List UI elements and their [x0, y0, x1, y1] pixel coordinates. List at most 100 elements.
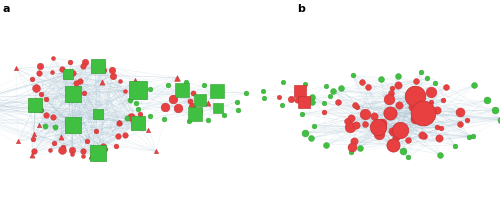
Point [80, 155, 88, 158]
Point [116, 79, 124, 82]
Point [302, 131, 310, 135]
Point [334, 100, 342, 104]
Point [388, 129, 396, 133]
Point [174, 106, 182, 110]
Point [399, 149, 407, 152]
Point [188, 104, 196, 108]
Point [66, 60, 74, 64]
Point [84, 139, 92, 143]
Point [99, 145, 107, 148]
Point [404, 139, 412, 142]
Point [424, 77, 432, 80]
Point [220, 113, 228, 117]
Point [343, 119, 351, 123]
Point [28, 77, 36, 81]
Point [87, 154, 95, 157]
Point [433, 108, 441, 112]
Point [417, 71, 425, 74]
Point [301, 82, 309, 86]
Point [388, 86, 396, 90]
Point [42, 124, 50, 127]
Point [428, 90, 436, 94]
Point [112, 145, 120, 148]
Point [428, 101, 436, 104]
Point [72, 81, 80, 85]
Point [276, 95, 283, 98]
Text: a: a [2, 4, 10, 14]
Point [100, 147, 108, 150]
Point [79, 149, 87, 153]
Point [46, 148, 54, 152]
Point [132, 79, 140, 82]
Point [499, 117, 500, 120]
Point [465, 135, 473, 139]
Point [76, 80, 84, 83]
Point [35, 71, 43, 74]
Point [152, 150, 160, 153]
Point [115, 120, 123, 124]
Point [134, 88, 141, 92]
Point [90, 148, 98, 152]
Point [361, 123, 369, 126]
Point [160, 118, 168, 121]
Point [456, 110, 464, 114]
Point [348, 145, 356, 148]
Point [396, 127, 404, 131]
Point [420, 134, 428, 137]
Point [68, 152, 76, 155]
Point [121, 90, 129, 93]
Point [121, 133, 129, 136]
Point [260, 89, 268, 92]
Point [306, 136, 314, 140]
Point [109, 74, 117, 77]
Point [214, 107, 222, 110]
Point [234, 108, 242, 112]
Point [196, 98, 204, 101]
Point [51, 125, 59, 129]
Point [376, 122, 384, 126]
Point [98, 80, 106, 83]
Point [200, 83, 208, 87]
Point [204, 119, 212, 122]
Point [378, 121, 386, 125]
Point [298, 112, 306, 116]
Point [388, 131, 396, 135]
Point [30, 132, 38, 136]
Point [356, 146, 364, 150]
Point [58, 68, 66, 71]
Point [12, 67, 20, 70]
Point [386, 111, 394, 115]
Point [26, 107, 34, 110]
Point [92, 156, 100, 159]
Point [114, 135, 122, 138]
Point [58, 148, 66, 152]
Point [497, 118, 500, 122]
Point [136, 112, 144, 115]
Point [320, 110, 328, 114]
Point [128, 115, 136, 118]
Point [56, 135, 64, 138]
Point [411, 95, 419, 98]
Point [214, 88, 222, 92]
Point [137, 94, 145, 97]
Point [414, 113, 422, 116]
Point [48, 70, 56, 74]
Point [162, 105, 170, 109]
Point [404, 156, 412, 159]
Point [126, 99, 134, 102]
Point [300, 99, 308, 102]
Point [260, 97, 268, 100]
Point [418, 111, 426, 115]
Point [94, 112, 102, 116]
Point [410, 96, 418, 100]
Point [364, 86, 372, 89]
Point [50, 57, 58, 60]
Point [194, 110, 202, 113]
Point [326, 94, 334, 97]
Point [191, 112, 199, 116]
Point [421, 121, 429, 124]
Point [412, 117, 420, 120]
Point [79, 64, 87, 68]
Point [278, 104, 285, 107]
Point [392, 135, 400, 139]
